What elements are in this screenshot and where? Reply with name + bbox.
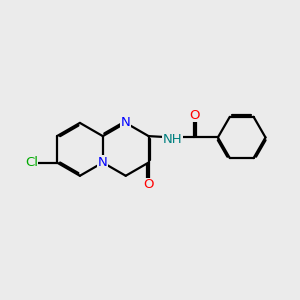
Text: N: N	[121, 116, 130, 129]
Text: Cl: Cl	[25, 156, 38, 169]
Text: O: O	[189, 109, 199, 122]
Text: O: O	[143, 178, 154, 191]
Text: N: N	[98, 156, 107, 169]
Text: NH: NH	[163, 133, 182, 146]
